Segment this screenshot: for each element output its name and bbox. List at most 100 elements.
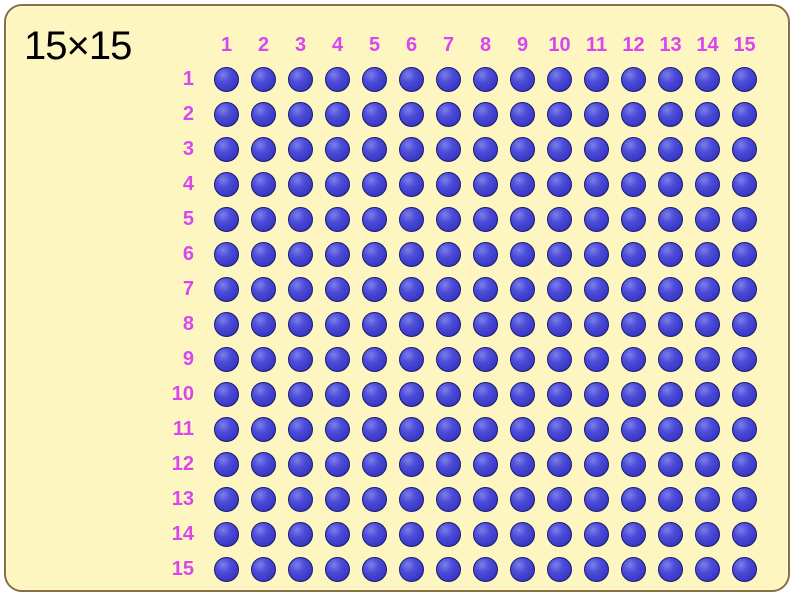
dot-icon — [399, 312, 424, 337]
grid-cell — [467, 272, 504, 307]
grid-cell — [652, 97, 689, 132]
dot-icon — [547, 347, 572, 372]
grid-cell — [319, 342, 356, 377]
grid-cell — [245, 167, 282, 202]
dot-icon — [510, 67, 535, 92]
grid-cell — [282, 552, 319, 587]
grid-cell — [356, 552, 393, 587]
grid-cell — [282, 307, 319, 342]
grid-cell — [282, 237, 319, 272]
dot-icon — [288, 102, 313, 127]
grid-cell — [652, 307, 689, 342]
row-label: 5 — [156, 202, 202, 237]
dot-icon — [325, 172, 350, 197]
grid-cell — [208, 307, 245, 342]
dot-icon — [510, 522, 535, 547]
grid-cell — [356, 97, 393, 132]
grid-cell — [652, 272, 689, 307]
row-label: 3 — [156, 132, 202, 167]
dot-icon — [473, 417, 498, 442]
dot-icon — [325, 417, 350, 442]
grid-cell — [356, 62, 393, 97]
row-label: 2 — [156, 97, 202, 132]
dot-icon — [436, 137, 461, 162]
dot-icon — [658, 522, 683, 547]
dot-icon — [658, 557, 683, 582]
grid-cell — [430, 62, 467, 97]
dot-icon — [436, 347, 461, 372]
grid-cell — [504, 552, 541, 587]
grid-cell — [726, 237, 763, 272]
grid-cell — [356, 447, 393, 482]
grid-cell — [726, 447, 763, 482]
grid-cell — [726, 62, 763, 97]
dot-icon — [214, 207, 239, 232]
board: 15×15 123456789101112131415 123456789101… — [4, 4, 790, 592]
dot-icon — [695, 67, 720, 92]
grid-row — [208, 237, 763, 272]
dot-icon — [436, 67, 461, 92]
grid-cell — [467, 447, 504, 482]
dot-icon — [473, 242, 498, 267]
dot-icon — [473, 522, 498, 547]
dot-icon — [214, 347, 239, 372]
grid-cell — [319, 272, 356, 307]
dot-icon — [658, 487, 683, 512]
dot-icon — [695, 172, 720, 197]
col-label: 1 — [208, 34, 245, 57]
grid-cell — [467, 412, 504, 447]
col-label: 9 — [504, 34, 541, 57]
dot-icon — [362, 487, 387, 512]
dot-icon — [325, 67, 350, 92]
dot-icon — [325, 347, 350, 372]
grid-cell — [615, 342, 652, 377]
dot-icon — [621, 207, 646, 232]
col-label: 8 — [467, 34, 504, 57]
dot-icon — [399, 557, 424, 582]
grid-row — [208, 97, 763, 132]
grid-cell — [393, 97, 430, 132]
grid-cell — [467, 97, 504, 132]
grid-cell — [504, 97, 541, 132]
grid-row — [208, 202, 763, 237]
grid-cell — [578, 272, 615, 307]
dot-icon — [732, 102, 757, 127]
dot-icon — [621, 67, 646, 92]
dot-icon — [695, 242, 720, 267]
dot-icon — [362, 417, 387, 442]
col-label: 11 — [578, 34, 615, 57]
grid-cell — [504, 517, 541, 552]
dot-icon — [510, 452, 535, 477]
grid-cell — [578, 132, 615, 167]
dot-icon — [547, 487, 572, 512]
grid-cell — [467, 517, 504, 552]
dot-icon — [510, 102, 535, 127]
dot-icon — [325, 137, 350, 162]
row-label: 10 — [156, 377, 202, 412]
dot-icon — [473, 172, 498, 197]
grid-cell — [319, 62, 356, 97]
grid-cell — [652, 342, 689, 377]
dot-icon — [214, 312, 239, 337]
grid-cell — [393, 307, 430, 342]
grid-cell — [356, 377, 393, 412]
grid-cell — [245, 412, 282, 447]
grid-cell — [504, 307, 541, 342]
dot-icon — [547, 557, 572, 582]
grid-cell — [726, 552, 763, 587]
dot-icon — [362, 347, 387, 372]
grid-cell — [319, 447, 356, 482]
dot-icon — [547, 382, 572, 407]
dot-icon — [436, 452, 461, 477]
dot-icon — [584, 207, 609, 232]
grid-cell — [467, 342, 504, 377]
grid-cell — [504, 447, 541, 482]
grid-cell — [615, 167, 652, 202]
grid-cell — [208, 447, 245, 482]
grid-cell — [430, 517, 467, 552]
dot-icon — [547, 277, 572, 302]
grid-cell — [689, 272, 726, 307]
dot-icon — [214, 487, 239, 512]
grid-cell — [393, 167, 430, 202]
grid-cell — [467, 552, 504, 587]
